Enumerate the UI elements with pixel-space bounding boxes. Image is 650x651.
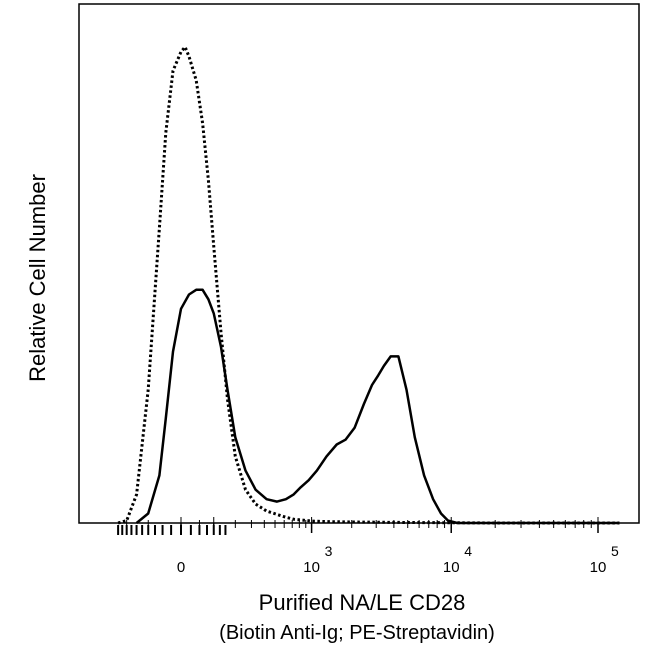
x-axis-sublabel: (Biotin Anti-Ig; PE-Streptavidin) — [219, 622, 495, 644]
x-tick-label-exponent: 5 — [611, 543, 619, 559]
x-tick-label: 0 — [177, 559, 185, 576]
x-tick-label: 10 — [303, 559, 320, 576]
x-axis-ticks — [117, 517, 599, 535]
series-solid-line — [135, 288, 620, 525]
y-axis-label: Relative Cell Number — [25, 174, 50, 382]
plot-frame — [78, 3, 640, 524]
x-axis-label: Purified NA/LE CD28 — [259, 590, 466, 615]
x-tick-label: 10 — [443, 559, 460, 576]
x-tick-label-exponent: 3 — [325, 543, 333, 559]
x-tick-label: 10 — [590, 559, 607, 576]
x-tick-label-exponent: 4 — [464, 543, 472, 559]
series-layer — [117, 45, 620, 525]
